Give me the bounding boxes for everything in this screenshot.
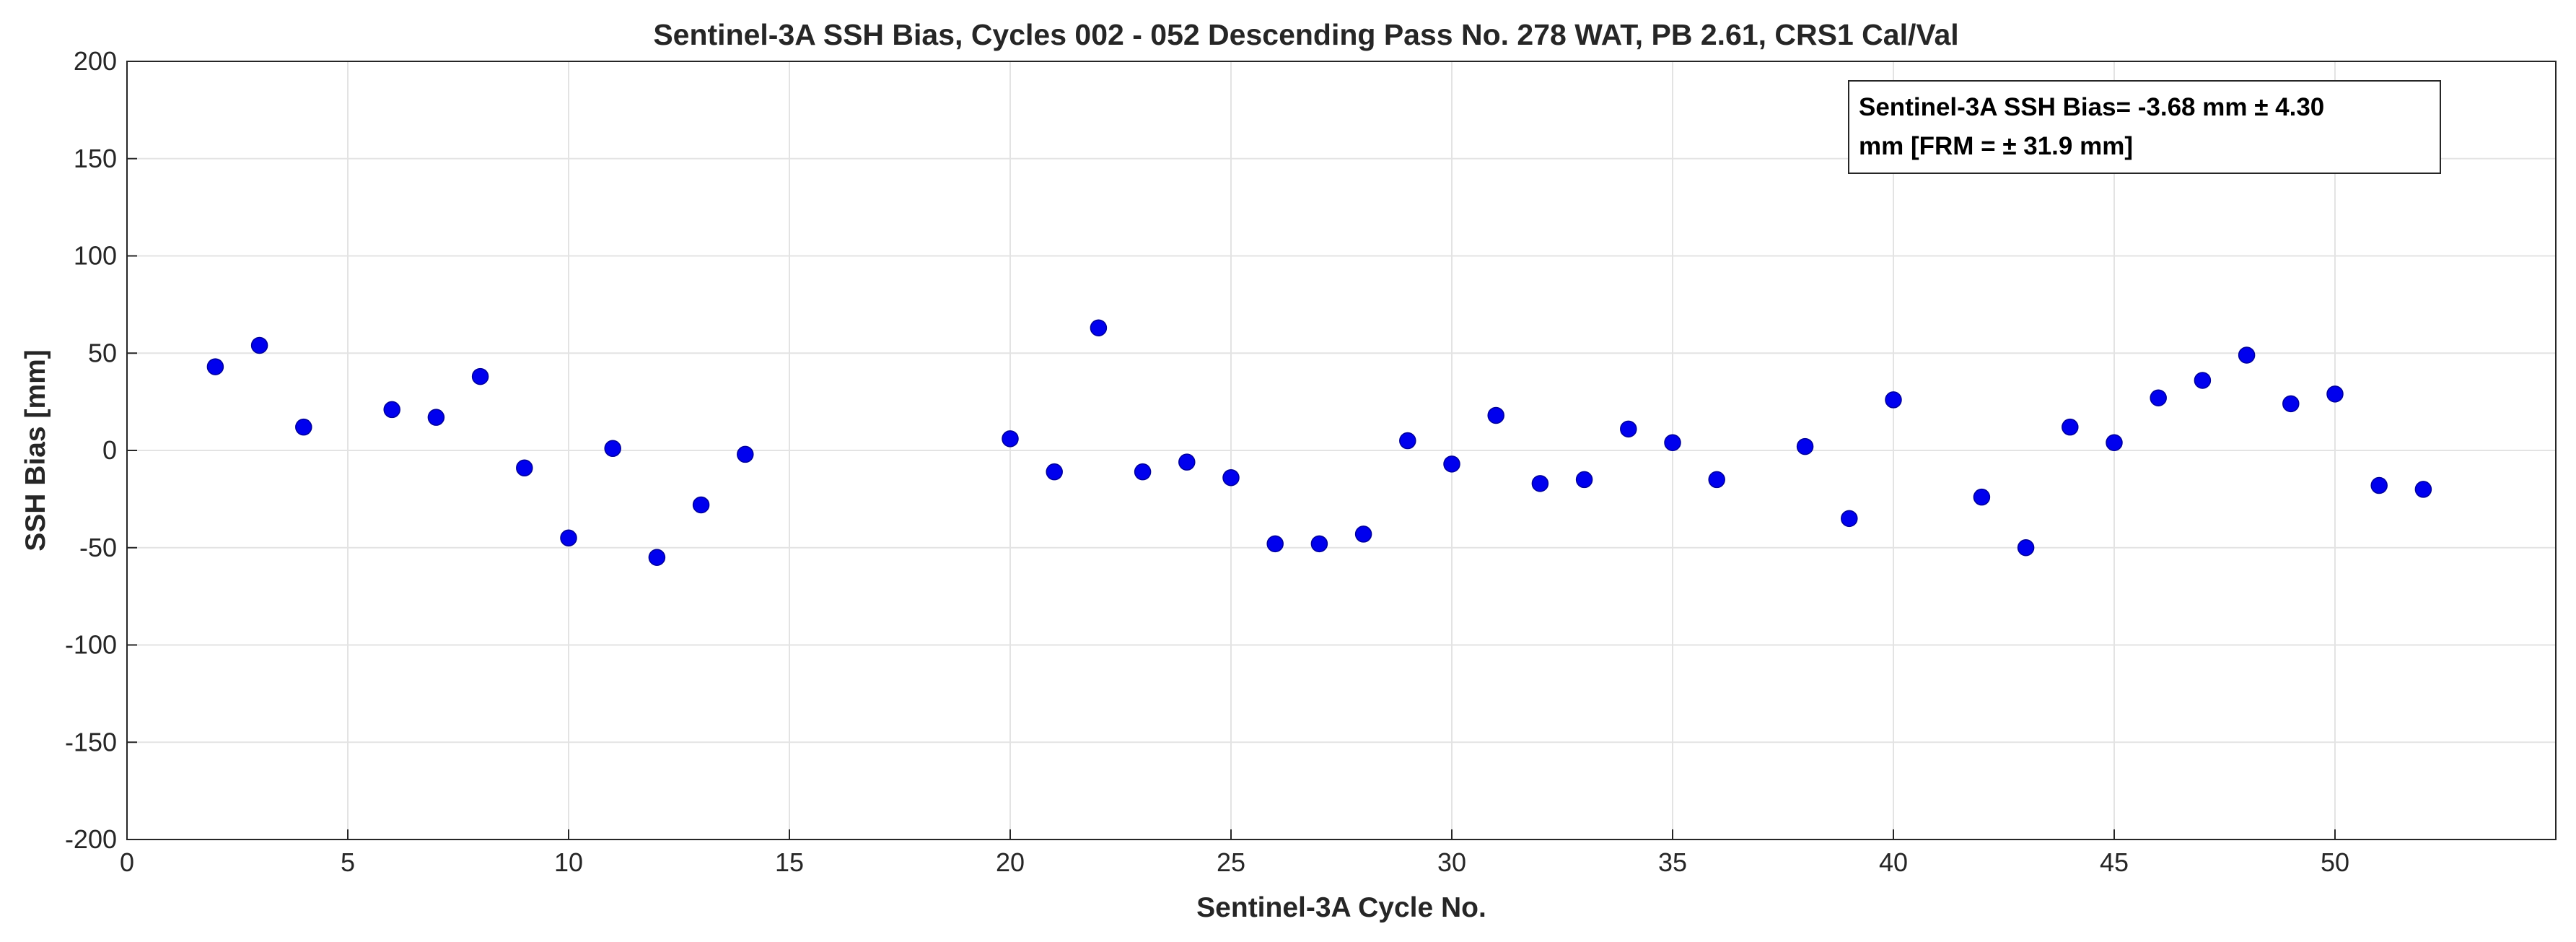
y-tick-label: -200 [65, 824, 117, 854]
y-tick-label: -100 [65, 630, 117, 660]
data-point [1399, 432, 1416, 450]
data-point [1266, 535, 1284, 553]
data-point [1310, 535, 1328, 553]
data-point [1531, 475, 1549, 492]
chart-title: Sentinel-3A SSH Bias, Cycles 002 - 052 D… [653, 18, 1958, 51]
data-point [2106, 434, 2123, 451]
data-point [1664, 434, 1681, 451]
data-point [692, 496, 710, 514]
data-point [2414, 481, 2432, 498]
data-point [1708, 471, 1725, 489]
data-point [2194, 372, 2212, 389]
data-point [383, 401, 400, 419]
y-axis-label: SSH Bias [mm] [20, 349, 51, 551]
data-point [604, 440, 621, 458]
x-tick-label: 20 [996, 847, 1025, 877]
y-tick-label: -150 [65, 727, 117, 756]
annotation-line-2: mm [FRM = ± 31.9 mm] [1859, 132, 2133, 160]
bias-annotation-box: Sentinel-3A SSH Bias= -3.68 mm ± 4.30 mm… [1848, 80, 2441, 174]
data-point [1443, 455, 1460, 473]
data-point [2282, 395, 2300, 413]
x-tick-label: 15 [775, 847, 804, 877]
data-point [1354, 525, 1372, 543]
data-point [1796, 437, 1814, 455]
data-point [471, 367, 489, 385]
x-axis-label: Sentinel-3A Cycle No. [1196, 892, 1486, 923]
x-tick-label: 10 [554, 847, 583, 877]
data-point [250, 336, 268, 354]
x-tick-label: 30 [1437, 847, 1466, 877]
data-point [2017, 539, 2035, 557]
data-point [516, 459, 533, 477]
y-tick-label: 0 [102, 435, 117, 465]
y-tick-label: 150 [74, 144, 117, 173]
data-point [1002, 430, 1019, 448]
data-point [2370, 476, 2388, 494]
x-tick-label: 50 [2321, 847, 2349, 877]
data-point [206, 358, 224, 375]
x-tick-label: 25 [1217, 847, 1245, 877]
data-point [1620, 420, 1637, 438]
data-point [560, 529, 577, 547]
data-point [295, 418, 312, 436]
data-point [427, 409, 445, 426]
data-point [1885, 391, 1902, 409]
data-points [206, 319, 2432, 566]
x-tick-label: 35 [1658, 847, 1687, 877]
data-point [1090, 319, 1108, 336]
y-tick-label: 100 [74, 241, 117, 271]
data-point [1046, 463, 1063, 481]
y-tick-label: 200 [74, 46, 117, 76]
y-tick-label: 50 [88, 338, 117, 367]
data-point [2238, 346, 2256, 364]
x-tick-label: 45 [2100, 847, 2129, 877]
data-point [2150, 389, 2167, 406]
data-point [1178, 453, 1196, 471]
data-point [1487, 406, 1504, 424]
data-point [2062, 418, 2079, 436]
annotation-line-1: Sentinel-3A SSH Bias= -3.68 mm ± 4.30 [1859, 93, 2324, 121]
data-point [1134, 463, 1152, 481]
data-point [1841, 510, 1858, 528]
data-point [648, 549, 666, 566]
data-point [1973, 488, 1991, 506]
data-point [1222, 468, 1240, 487]
y-axis-ticks: 200 150 100 50 0 -50 -100 -150 -200 [65, 46, 137, 854]
x-tick-label: 40 [1879, 847, 1908, 877]
x-axis-ticks: 0 5 10 15 20 25 30 35 40 45 50 [120, 829, 2349, 877]
x-tick-label: 5 [341, 847, 355, 877]
y-tick-label: -50 [79, 533, 117, 562]
x-tick-label: 0 [120, 847, 134, 877]
data-point [1575, 471, 1593, 489]
data-point [2326, 385, 2344, 403]
data-point [737, 445, 754, 463]
